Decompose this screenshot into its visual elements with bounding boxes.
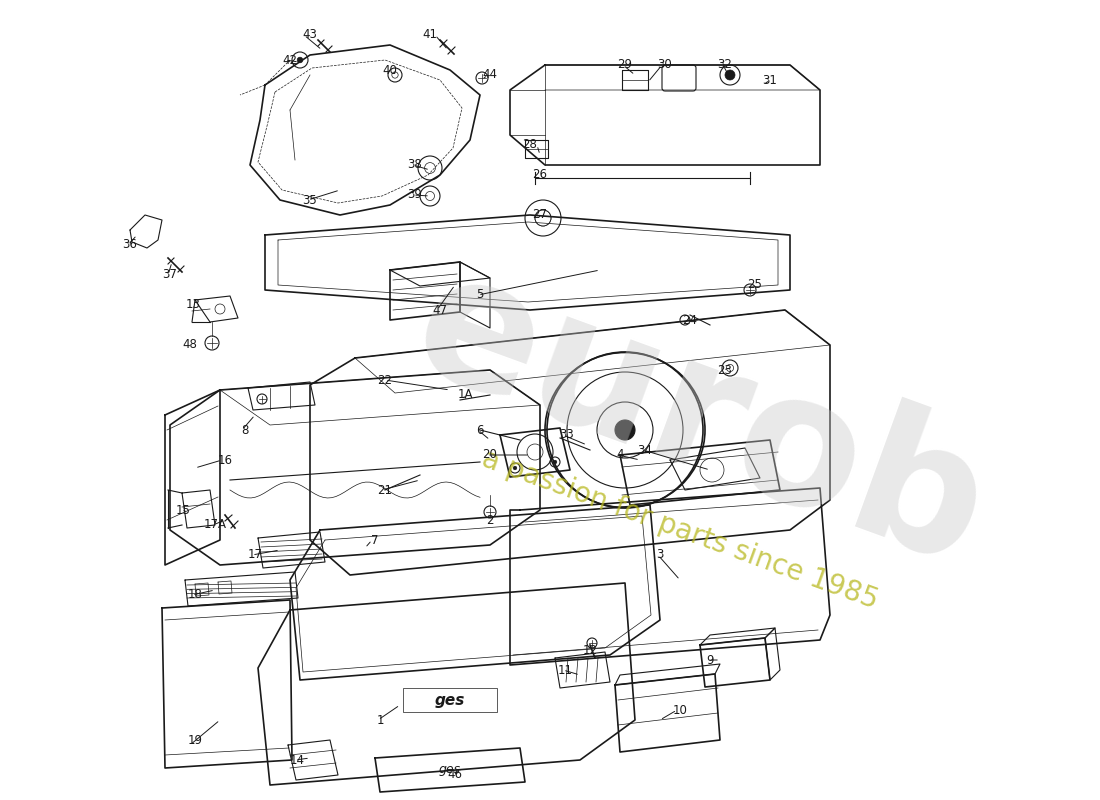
Text: 22: 22: [377, 374, 393, 386]
Text: 39: 39: [408, 189, 422, 202]
Text: 11: 11: [558, 663, 572, 677]
Text: 26: 26: [532, 169, 548, 182]
Text: eurob: eurob: [392, 236, 1009, 604]
Circle shape: [514, 466, 517, 470]
Text: 4: 4: [616, 449, 624, 462]
Text: ges: ges: [439, 763, 461, 777]
Text: 31: 31: [762, 74, 778, 86]
Text: 47: 47: [432, 303, 448, 317]
Text: 40: 40: [383, 63, 397, 77]
Text: 38: 38: [408, 158, 422, 171]
Circle shape: [615, 420, 635, 440]
Text: 32: 32: [717, 58, 733, 71]
Text: 41: 41: [422, 29, 438, 42]
Text: 5: 5: [476, 289, 484, 302]
Text: 7: 7: [372, 534, 378, 546]
Text: 1A: 1A: [458, 389, 473, 402]
Text: 34: 34: [638, 443, 652, 457]
Text: 19: 19: [187, 734, 202, 746]
Text: 23: 23: [717, 363, 733, 377]
Text: 3: 3: [657, 549, 663, 562]
Text: 21: 21: [377, 483, 393, 497]
Text: ges: ges: [434, 693, 465, 707]
Text: 43: 43: [302, 29, 318, 42]
Text: 10: 10: [672, 703, 688, 717]
Text: 30: 30: [658, 58, 672, 71]
Text: 46: 46: [448, 769, 462, 782]
Text: 33: 33: [560, 429, 574, 442]
Text: 18: 18: [188, 589, 202, 602]
Text: 17: 17: [248, 549, 263, 562]
Text: 24: 24: [682, 314, 697, 326]
Text: 48: 48: [183, 338, 197, 351]
Text: 27: 27: [532, 209, 548, 222]
Text: 17A: 17A: [204, 518, 227, 531]
Text: 15: 15: [176, 503, 190, 517]
Text: 16: 16: [218, 454, 232, 466]
Text: 12: 12: [583, 643, 597, 657]
Text: 6: 6: [476, 423, 484, 437]
Text: 20: 20: [483, 449, 497, 462]
Text: 1: 1: [376, 714, 384, 726]
Text: 44: 44: [483, 69, 497, 82]
Text: 35: 35: [302, 194, 318, 206]
Text: 2: 2: [486, 514, 494, 526]
Text: 42: 42: [283, 54, 297, 66]
Text: 8: 8: [241, 423, 249, 437]
Circle shape: [725, 70, 735, 80]
Text: a passion for parts since 1985: a passion for parts since 1985: [478, 445, 882, 615]
Text: 13: 13: [186, 298, 200, 311]
Text: 14: 14: [289, 754, 305, 766]
Text: 36: 36: [122, 238, 138, 251]
Text: 28: 28: [522, 138, 538, 151]
Circle shape: [553, 460, 557, 464]
Text: 9: 9: [706, 654, 714, 666]
Circle shape: [297, 58, 302, 62]
Text: 25: 25: [748, 278, 762, 291]
Text: 37: 37: [163, 269, 177, 282]
Text: 29: 29: [617, 58, 632, 71]
